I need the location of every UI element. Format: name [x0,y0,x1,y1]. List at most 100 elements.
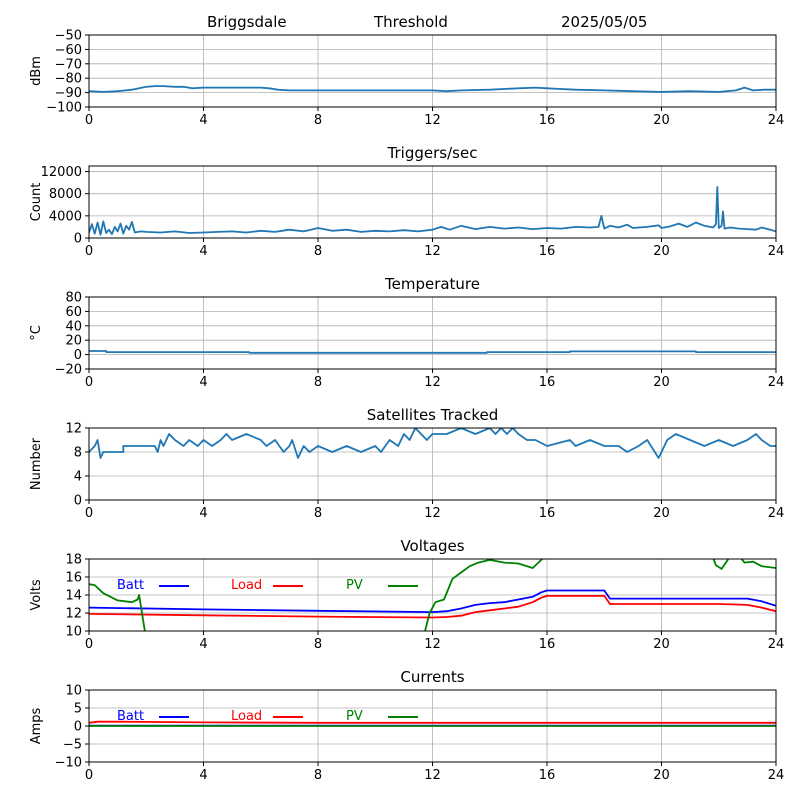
series-group [89,428,776,459]
x-tick-label: 16 [539,768,556,783]
x-tick-label: 12 [424,506,441,521]
y-axis-label: dBm [29,56,44,86]
y-tick-label: −20 [55,363,82,378]
x-tick-label: 12 [424,244,441,259]
x-tick-label: 20 [653,637,670,652]
y-axis-label: °C [29,325,44,341]
x-tick-label: 0 [85,113,93,128]
series-line-main [89,85,776,93]
y-tick-label: 10 [65,684,82,699]
chart-panel: 0 4 8 12 16 20 24 0 4 8 12 Satellites Tracked Number [29,406,784,521]
x-tick-label: 16 [539,244,556,259]
chart-title: Temperature [384,275,480,293]
y-tick-label: 10 [65,625,82,640]
y-tick-label: 4000 [49,209,82,224]
y-tick-label: 0 [74,348,82,363]
x-tick-label: 0 [85,768,93,783]
y-tick-label: 0 [74,720,82,735]
x-tick-label: 16 [539,637,556,652]
x-tick-label: 0 [85,637,93,652]
x-tick-label: 0 [85,506,93,521]
y-tick-label: −10 [55,756,82,771]
series-line-load [89,720,776,724]
x-tick-label: 8 [314,768,322,783]
y-tick-label: −50 [55,29,82,44]
x-tick-label: 8 [314,113,322,128]
x-tick-label: 20 [653,244,670,259]
x-tick-label: 24 [768,506,785,521]
y-axis-label: Volts [29,579,44,611]
y-tick-label: 0 [74,494,82,509]
x-tick-label: 24 [768,768,785,783]
y-tick-label: 8000 [49,187,82,202]
series-group [89,720,776,727]
x-tick-label: 12 [424,375,441,390]
legend-label-pv: PV [346,709,363,724]
x-tick-label: 4 [199,768,207,783]
x-tick-label: 16 [539,375,556,390]
y-tick-label: 40 [65,319,82,334]
legend-label-pv: PV [346,578,363,593]
y-tick-label: −60 [55,43,82,58]
y-tick-label: 80 [65,291,82,306]
chart-panel: 0 4 8 12 16 20 24 −100−90−80−70−60−50 dBm [29,29,784,129]
series-group [89,186,776,236]
series-group [89,350,776,354]
legend-label-batt: Batt [117,578,144,593]
series-line-main [89,428,776,459]
y-axis-label: Amps [29,707,44,744]
y-tick-label: 0 [74,232,82,247]
x-tick-label: 4 [199,506,207,521]
y-axis-label: Count [29,183,44,222]
series-line-batt [89,589,776,613]
x-tick-label: 12 [424,113,441,128]
y-tick-label: −70 [55,57,82,72]
x-tick-label: 20 [653,113,670,128]
x-tick-label: 8 [314,637,322,652]
x-tick-label: 4 [199,113,207,128]
y-tick-label: −5 [63,738,82,753]
y-tick-label: 12000 [41,165,82,180]
x-tick-label: 20 [653,375,670,390]
x-tick-label: 4 [199,244,207,259]
x-tick-label: 24 [768,113,785,128]
y-tick-label: 12 [65,422,82,437]
series-group [89,559,776,631]
x-tick-label: 24 [768,244,785,259]
y-tick-label: 16 [65,571,82,586]
series-line-load [89,595,776,619]
series-line-main [89,350,776,354]
legend-label-load: Load [231,709,262,724]
y-tick-label: −90 [55,86,82,101]
chart-title: Currents [400,668,464,686]
header-label: Threshold [373,13,448,31]
y-tick-label: −100 [46,101,82,116]
series-group [89,85,776,93]
x-tick-label: 16 [539,506,556,521]
chart-panel: 0 4 8 12 16 20 24 10 12 14 16 18 Voltages Volts Batt Lo… [29,537,784,652]
x-tick-label: 4 [199,637,207,652]
x-tick-label: 24 [768,375,785,390]
x-tick-label: 8 [314,506,322,521]
x-tick-label: 8 [314,244,322,259]
y-tick-label: 14 [65,589,82,604]
legend-label-batt: Batt [117,709,144,724]
header-station: Briggsdale [207,13,287,31]
chart-panel: 0 4 8 12 16 20 24 0 4000 8000 12000 Triggers/sec Cou… [29,144,784,259]
y-tick-label: 60 [65,305,82,320]
x-tick-label: 20 [653,768,670,783]
y-tick-label: 12 [65,607,82,622]
x-tick-label: 0 [85,244,93,259]
x-tick-label: 8 [314,375,322,390]
y-tick-label: 8 [74,446,82,461]
y-tick-label: 5 [74,702,82,717]
legend-label-load: Load [231,578,262,593]
chart-title: Triggers/sec [387,144,478,162]
y-axis-label: Number [29,437,44,490]
x-tick-label: 0 [85,375,93,390]
y-tick-label: −80 [55,72,82,87]
y-tick-label: 20 [65,334,82,349]
